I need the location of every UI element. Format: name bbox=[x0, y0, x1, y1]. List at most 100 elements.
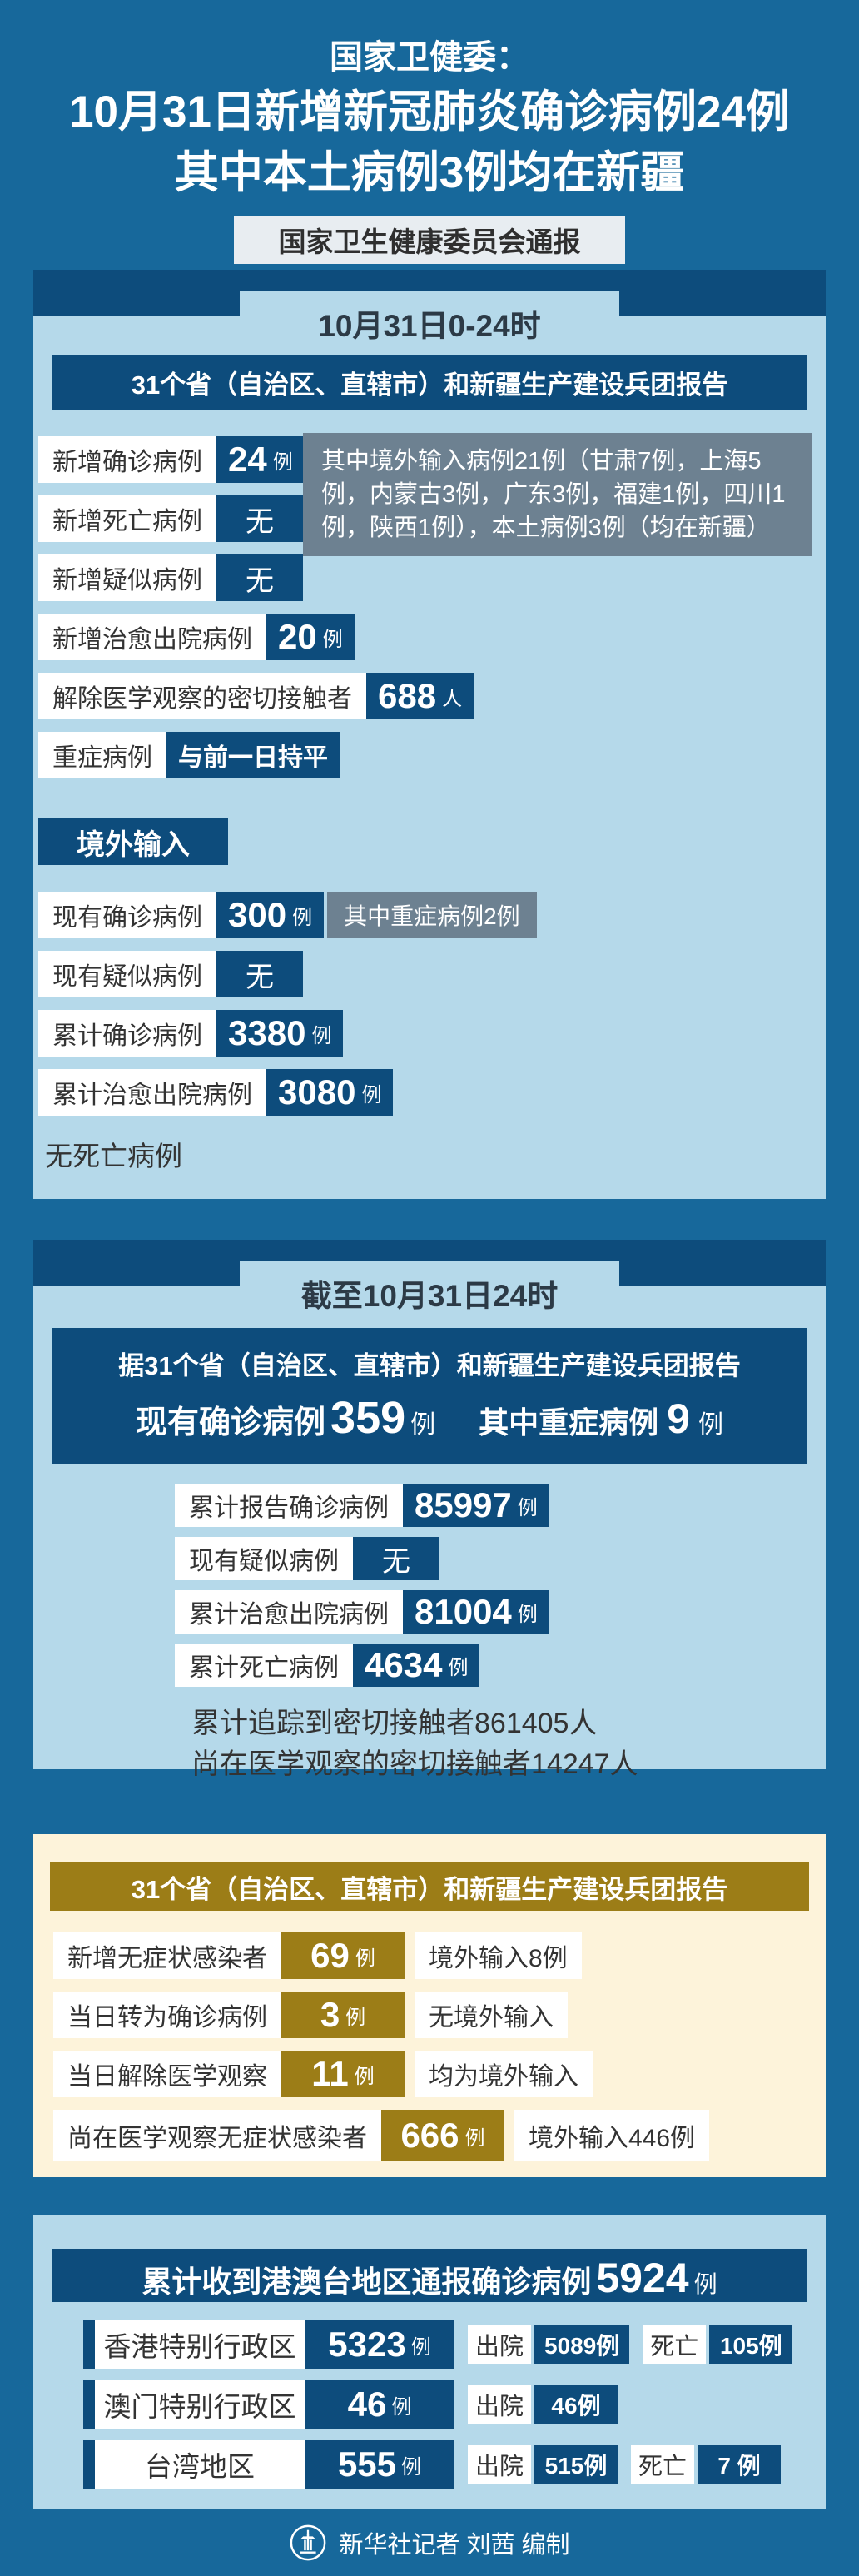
row-accent-bar bbox=[83, 2440, 95, 2489]
stat-row-imported-recovered: 累计治愈出院病例 3080 例 bbox=[38, 1069, 394, 1116]
stat-number: 3 bbox=[320, 1995, 340, 2034]
stat-unit: 例 bbox=[517, 1496, 538, 1519]
header-title-line2: 其中本土病例3例均在新疆 bbox=[174, 147, 685, 197]
summary-numbers-line: 现有确诊病例 359 例 其中重症病例 9 例 bbox=[60, 1392, 799, 1444]
region-label: 澳门特别行政区 bbox=[95, 2380, 305, 2429]
stat-number: 无 bbox=[382, 1545, 410, 1578]
region-row-macau: 澳门特别行政区 46 例 出院 46例 bbox=[83, 2380, 618, 2429]
stat-unit: 例 bbox=[311, 1024, 332, 1047]
stat-value: 3380 例 bbox=[216, 1010, 344, 1057]
stat-row-total-recovered: 累计治愈出院病例 81004 例 bbox=[175, 1590, 549, 1634]
stat-row-converted-confirmed: 当日转为确诊病例 3 例 无境外输入 bbox=[53, 1992, 568, 2038]
hmt-header: 累计收到港澳台地区通报确诊病例 5924 例 bbox=[52, 2249, 807, 2302]
stat-label: 累计治愈出院病例 bbox=[38, 1069, 266, 1116]
hmt-rows: 香港特别行政区 5323 例 出院 5089例 死亡 105例 澳门特别行政区 … bbox=[83, 2320, 826, 2489]
daily-rows: 其中境外输入病例21例（甘肃7例，上海5例，内蒙古3例，广东3例，福建1例，四川… bbox=[33, 433, 826, 778]
active-cases-number: 359 bbox=[330, 1393, 406, 1443]
stat-number: 24 bbox=[228, 440, 267, 479]
region-total-unit: 例 bbox=[410, 2335, 431, 2359]
contact-traced-line: 累计追踪到密切接触者861405人 bbox=[191, 1708, 598, 1739]
stat-label: 累计报告确诊病例 bbox=[175, 1484, 403, 1527]
section-daily-report: 10月31日0-24时 31个省（自治区、直辖市）和新疆生产建设兵团报告 其中境… bbox=[33, 270, 826, 1199]
imported-breakdown-note: 其中境外输入病例21例（甘肃7例，上海5例，内蒙古3例，广东3例，福建1例，四川… bbox=[303, 433, 812, 557]
stat-note: 境外输入446例 bbox=[514, 2110, 710, 2161]
region-total-number: 5323 bbox=[328, 2325, 406, 2364]
stat-value: 无 bbox=[353, 1537, 439, 1580]
discharge-label: 出院 bbox=[468, 2445, 531, 2484]
stat-value: 无 bbox=[216, 495, 303, 542]
stat-unit: 例 bbox=[272, 450, 293, 474]
footer-credit: 新华社记者 刘茜 编制 bbox=[339, 2531, 570, 2559]
region-total-unit: 例 bbox=[391, 2395, 412, 2419]
stat-row-total-confirmed: 累计报告确诊病例 85997 例 bbox=[175, 1484, 549, 1527]
stat-row-current-suspected: 现有疑似病例 无 bbox=[175, 1537, 439, 1580]
stat-unit: 例 bbox=[322, 628, 343, 651]
stat-label: 新增确诊病例 bbox=[38, 436, 216, 483]
stat-row-severe-cases: 重症病例 与前一日持平 bbox=[38, 732, 340, 778]
asymptomatic-header: 31个省（自治区、直辖市）和新疆生产建设兵团报告 bbox=[50, 1862, 809, 1911]
stat-value: 11 例 bbox=[281, 2051, 405, 2097]
discharge-value: 46例 bbox=[534, 2385, 618, 2424]
summary-source-line: 据31个省（自治区、直辖市）和新疆生产建设兵团报告 bbox=[118, 1351, 741, 1380]
severe-cases-unit: 例 bbox=[698, 1411, 723, 1439]
stat-text: 与前一日持平 bbox=[178, 744, 328, 772]
stat-label: 新增治愈出院病例 bbox=[38, 614, 266, 660]
section-daily-tab: 10月31日0-24时 bbox=[240, 291, 619, 355]
source-badge: 国家卫生健康委员会通报 bbox=[234, 216, 625, 265]
region-total-unit: 例 bbox=[401, 2455, 422, 2479]
section-hk-macau-taiwan: 累计收到港澳台地区通报确诊病例 5924 例 香港特别行政区 5323 例 出院… bbox=[33, 2215, 826, 2509]
region-row-hongkong: 香港特别行政区 5323 例 出院 5089例 死亡 105例 bbox=[83, 2320, 793, 2369]
contact-tracing-notes: 累计追踪到密切接触者861405人 尚在医学观察的密切接触者14247人 bbox=[191, 1703, 826, 1786]
header: 国家卫健委： 10月31日新增新冠肺炎确诊病例24例 其中本土病例3例均在新疆 … bbox=[0, 0, 859, 265]
stat-unit: 例 bbox=[355, 1947, 375, 1970]
discharge-value: 515例 bbox=[534, 2445, 618, 2484]
stat-label: 当日转为确诊病例 bbox=[53, 1992, 281, 2038]
stat-value: 3080 例 bbox=[266, 1069, 394, 1116]
stat-unit: 人 bbox=[442, 687, 463, 710]
row-accent-bar bbox=[83, 2380, 95, 2429]
stat-unit: 例 bbox=[354, 2065, 375, 2088]
stat-row-imported-active: 现有确诊病例 300 例 其中重症病例2例 bbox=[38, 892, 537, 938]
stat-number: 85997 bbox=[415, 1485, 512, 1524]
no-death-footnote: 无死亡病例 bbox=[45, 1141, 182, 1171]
xinhua-logo-icon bbox=[290, 2524, 326, 2560]
region-row-taiwan: 台湾地区 555 例 出院 515例 死亡 7 例 bbox=[83, 2440, 781, 2489]
stat-label: 重症病例 bbox=[38, 732, 166, 778]
discharge-label: 出院 bbox=[468, 2325, 531, 2364]
region-label: 台湾地区 bbox=[95, 2440, 305, 2489]
stat-number: 3380 bbox=[228, 1013, 306, 1052]
section-asymptomatic: 31个省（自治区、直辖市）和新疆生产建设兵团报告 新增无症状感染者 69 例 境… bbox=[33, 1834, 826, 2177]
stat-row-released-observation: 解除医学观察的密切接触者 688 人 bbox=[38, 673, 474, 719]
header-kicker: 国家卫健委： bbox=[330, 39, 529, 76]
imported-rows: 现有确诊病例 300 例 其中重症病例2例 现有疑似病例 无 累计确诊病例 33… bbox=[33, 892, 826, 1116]
stat-row-new-recovered: 新增治愈出院病例 20 例 bbox=[38, 614, 355, 660]
row-accent-bar bbox=[83, 2320, 95, 2369]
stat-row-new-suspected: 新增疑似病例 无 bbox=[38, 554, 303, 601]
stat-label: 现有疑似病例 bbox=[175, 1537, 353, 1580]
stat-unit: 例 bbox=[448, 1656, 469, 1679]
region-total: 46 例 bbox=[305, 2380, 454, 2429]
stat-label: 现有疑似病例 bbox=[38, 951, 216, 997]
hmt-header-text: 累计收到港澳台地区通报确诊病例 bbox=[142, 2265, 592, 2299]
stat-unit: 例 bbox=[464, 2126, 485, 2150]
stat-row-new-asymptomatic: 新增无症状感染者 69 例 境外输入8例 bbox=[53, 1932, 582, 1979]
discharge-value: 5089例 bbox=[534, 2325, 630, 2364]
stat-number: 3080 bbox=[278, 1072, 356, 1111]
discharge-label: 出院 bbox=[468, 2385, 531, 2424]
active-cases-label: 现有确诊病例 bbox=[136, 1405, 326, 1440]
stat-label: 新增疑似病例 bbox=[38, 554, 216, 601]
stat-row-released-medical-observation: 当日解除医学观察 11 例 均为境外输入 bbox=[53, 2051, 593, 2097]
death-label: 死亡 bbox=[643, 2325, 707, 2364]
stat-unit: 例 bbox=[292, 906, 313, 929]
section-daily-subheader: 31个省（自治区、直辖市）和新疆生产建设兵团报告 bbox=[52, 355, 807, 410]
header-title-line1: 10月31日新增新冠肺炎确诊病例24例 bbox=[69, 87, 790, 137]
stat-row-under-observation-asymptomatic: 尚在医学观察无症状感染者 666 例 境外输入446例 bbox=[53, 2110, 710, 2161]
stat-value: 24 例 bbox=[216, 436, 305, 483]
region-total: 555 例 bbox=[305, 2440, 454, 2489]
death-value: 105例 bbox=[709, 2325, 793, 2364]
stat-value: 85997 例 bbox=[403, 1484, 549, 1527]
stat-value: 666 例 bbox=[381, 2110, 504, 2161]
stat-label: 现有确诊病例 bbox=[38, 892, 216, 938]
stat-number: 11 bbox=[311, 2054, 349, 2093]
stat-value: 688 人 bbox=[366, 673, 474, 719]
